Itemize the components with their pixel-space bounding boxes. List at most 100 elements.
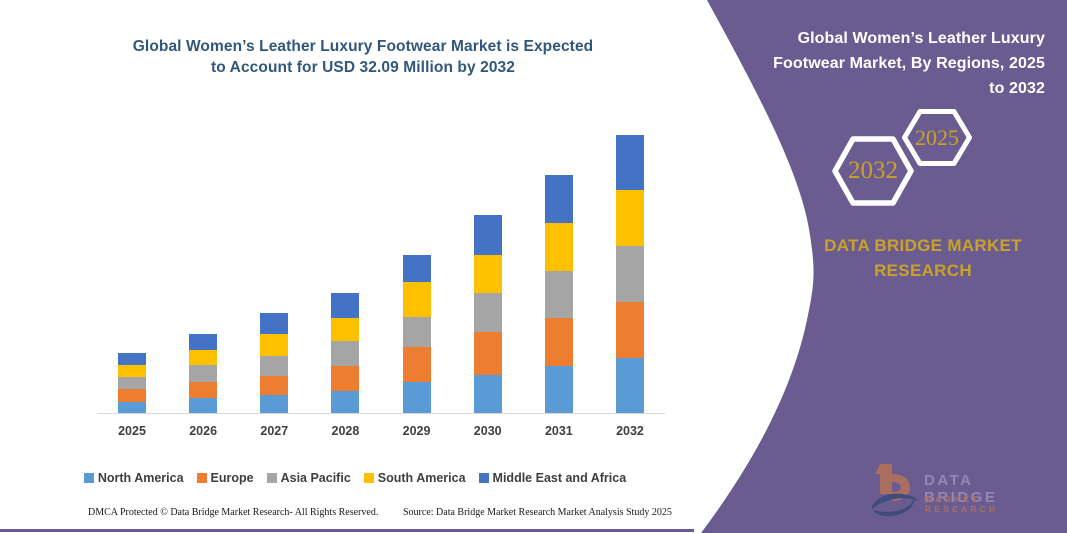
- x-axis-labels: 2025 2026 2027 2028 2029 2030 2031 2032: [110, 424, 652, 438]
- legend-label: Middle East and Africa: [492, 471, 627, 485]
- bar-segment: [331, 317, 360, 341]
- bar-segment: [189, 334, 218, 350]
- x-axis-label-2028: 2028: [331, 424, 360, 438]
- x-axis-label-2025: 2025: [118, 424, 146, 438]
- bar-chart: [110, 133, 652, 413]
- right-panel-title-line3: to 2032: [989, 80, 1045, 97]
- bar-stack-2031: [544, 175, 573, 413]
- legend-marker-icon: [363, 473, 374, 483]
- hexagon-2032-outline: [832, 136, 914, 206]
- bar-stack-2025: [118, 353, 146, 413]
- chart-title-line2: to Account for USD 32.09 Million by 2032: [210, 59, 516, 76]
- bar-column-2028: [323, 133, 367, 413]
- x-axis-label-2031: 2031: [544, 424, 573, 438]
- legend-label: South America: [377, 471, 466, 485]
- bar-segment: [260, 355, 289, 376]
- hexagon-2025: 2025: [902, 109, 972, 166]
- bar-segment: [118, 364, 146, 378]
- right-panel-title-line2: Footwear Market, By Regions, 2025: [773, 55, 1045, 72]
- legend-item: North America: [83, 471, 184, 485]
- hexagon-2032-label: 2032: [848, 157, 898, 184]
- x-axis-line: [97, 413, 665, 414]
- footer-dmca-text: DMCA Protected © Data Bridge Market Rese…: [88, 507, 379, 518]
- bar-segment: [402, 381, 431, 413]
- bar-stack-2027: [260, 313, 289, 413]
- legend-label: Europe: [210, 471, 254, 485]
- bar-segment: [118, 401, 146, 413]
- bar-segment: [260, 334, 289, 356]
- dbmr-logo: DATA BRIDGE MARKET RESEARCH: [868, 460, 1048, 522]
- right-panel-title-line1: Global Women’s Leather Luxury: [797, 30, 1045, 47]
- bar-segment: [615, 358, 644, 413]
- legend-marker-icon: [266, 473, 277, 483]
- bar-segment: [544, 365, 573, 413]
- bar-segment: [118, 377, 146, 390]
- bar-column-2030: [466, 133, 510, 413]
- bar-segment: [402, 282, 431, 318]
- bar-segment: [189, 364, 218, 382]
- legend-label: North America: [97, 471, 184, 485]
- purple-panel-path: [701, 0, 1067, 533]
- bar-segment: [260, 394, 289, 413]
- hexagon-2025-label: 2025: [915, 124, 959, 150]
- bar-segment: [331, 340, 360, 366]
- bar-stack-2032: [615, 134, 644, 413]
- x-axis-label-2032: 2032: [616, 424, 644, 438]
- bar-column-2029: [395, 133, 439, 413]
- bar-segment: [544, 223, 573, 271]
- dbmr-logo-icon: [872, 464, 918, 517]
- legend-marker-icon: [478, 473, 489, 483]
- brand-text: DATA BRIDGE MARKET RESEARCH: [790, 233, 1056, 283]
- footer-source-text: Source: Data Bridge Market Research Mark…: [403, 507, 672, 518]
- right-panel-title: Global Women’s Leather Luxury Footwear M…: [725, 26, 1045, 101]
- x-axis-label-2029: 2029: [402, 424, 431, 438]
- bar-segment: [473, 215, 502, 256]
- bar-segment: [118, 389, 146, 402]
- bar-segment: [189, 381, 218, 399]
- legend-marker-icon: [196, 473, 207, 483]
- bar-stack-2029: [402, 255, 431, 413]
- bar-column-2032: [608, 133, 652, 413]
- dbmr-logo-text-bottom: MARKET RESEARCH: [925, 494, 999, 514]
- bar-segment: [615, 245, 644, 302]
- dbmr-logo-text-top: DATA BRIDGE: [924, 472, 998, 506]
- bar-segment: [331, 390, 360, 413]
- bar-segment: [544, 175, 573, 224]
- bar-segment: [615, 301, 644, 359]
- legend-label: Asia Pacific: [280, 471, 351, 485]
- brand-text-line1: DATA BRIDGE MARKET: [824, 236, 1022, 255]
- bar-segment: [402, 255, 431, 283]
- legend-marker-icon: [83, 473, 94, 483]
- bar-segment: [118, 353, 146, 365]
- bar-segment: [189, 398, 218, 413]
- bar-segment: [331, 365, 360, 391]
- bar-segment: [260, 313, 289, 335]
- bar-stack-2026: [189, 334, 218, 413]
- bar-segment: [473, 332, 502, 375]
- bar-segment: [473, 293, 502, 333]
- x-axis-label-2027: 2027: [260, 424, 289, 438]
- hexagon-2025-outline: [902, 109, 972, 166]
- x-axis-label-2026: 2026: [189, 424, 218, 438]
- bar-segment: [544, 318, 573, 366]
- bar-segment: [260, 375, 289, 395]
- bar-segment: [402, 317, 431, 348]
- legend-item: Middle East and Africa: [478, 471, 627, 485]
- chart-title: Global Women’s Leather Luxury Footwear M…: [63, 36, 663, 78]
- bar-segment: [615, 134, 644, 190]
- hexagon-2032: 2032: [832, 136, 914, 206]
- bar-column-2026: [181, 133, 225, 413]
- chart-title-line1: Global Women’s Leather Luxury Footwear M…: [132, 38, 594, 55]
- bar-column-2027: [252, 133, 296, 413]
- brand-text-line2: RESEARCH: [874, 261, 972, 280]
- legend-item: South America: [363, 471, 466, 485]
- legend-item: Asia Pacific: [266, 471, 351, 485]
- bar-segment: [473, 255, 502, 294]
- bar-segment: [473, 375, 502, 413]
- bar-column-2025: [110, 133, 154, 413]
- chart-legend: North America Europe Asia Pacific South Ame…: [40, 471, 670, 485]
- bar-segment: [544, 270, 573, 319]
- bar-segment: [615, 189, 644, 246]
